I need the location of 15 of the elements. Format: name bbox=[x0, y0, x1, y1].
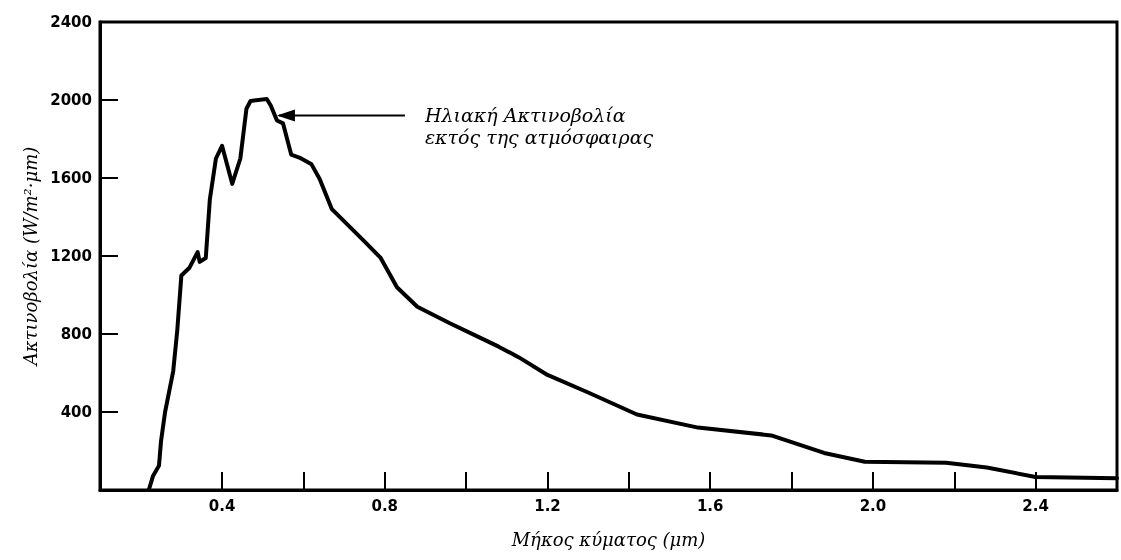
x-tick-label: 2.0 bbox=[859, 496, 887, 515]
y-tick-label: 400 bbox=[60, 403, 92, 421]
annotation: Ηλιακή Ακτινοβολία εκτός της ατμόσφαιρας bbox=[423, 103, 654, 148]
x-tick-label: 0.4 bbox=[208, 496, 236, 515]
x-tick-label: 1.2 bbox=[534, 496, 561, 515]
x-axis-title: Μήκος κύματος (μm) bbox=[510, 528, 706, 550]
y-tick-label: 2400 bbox=[50, 13, 92, 31]
y-tick-label: 1200 bbox=[50, 247, 92, 265]
x-tick-label: 2.4 bbox=[1022, 496, 1049, 515]
y-axis-title: Ακτινοβολία (W/m²·μm) bbox=[19, 146, 41, 368]
x-tick-label: 1.6 bbox=[696, 496, 724, 515]
y-tick-label: 1600 bbox=[50, 169, 92, 187]
y-tick-label: 2000 bbox=[50, 91, 92, 109]
x-tick-label: 0.8 bbox=[371, 496, 399, 515]
y-tick-label: 800 bbox=[60, 325, 92, 343]
